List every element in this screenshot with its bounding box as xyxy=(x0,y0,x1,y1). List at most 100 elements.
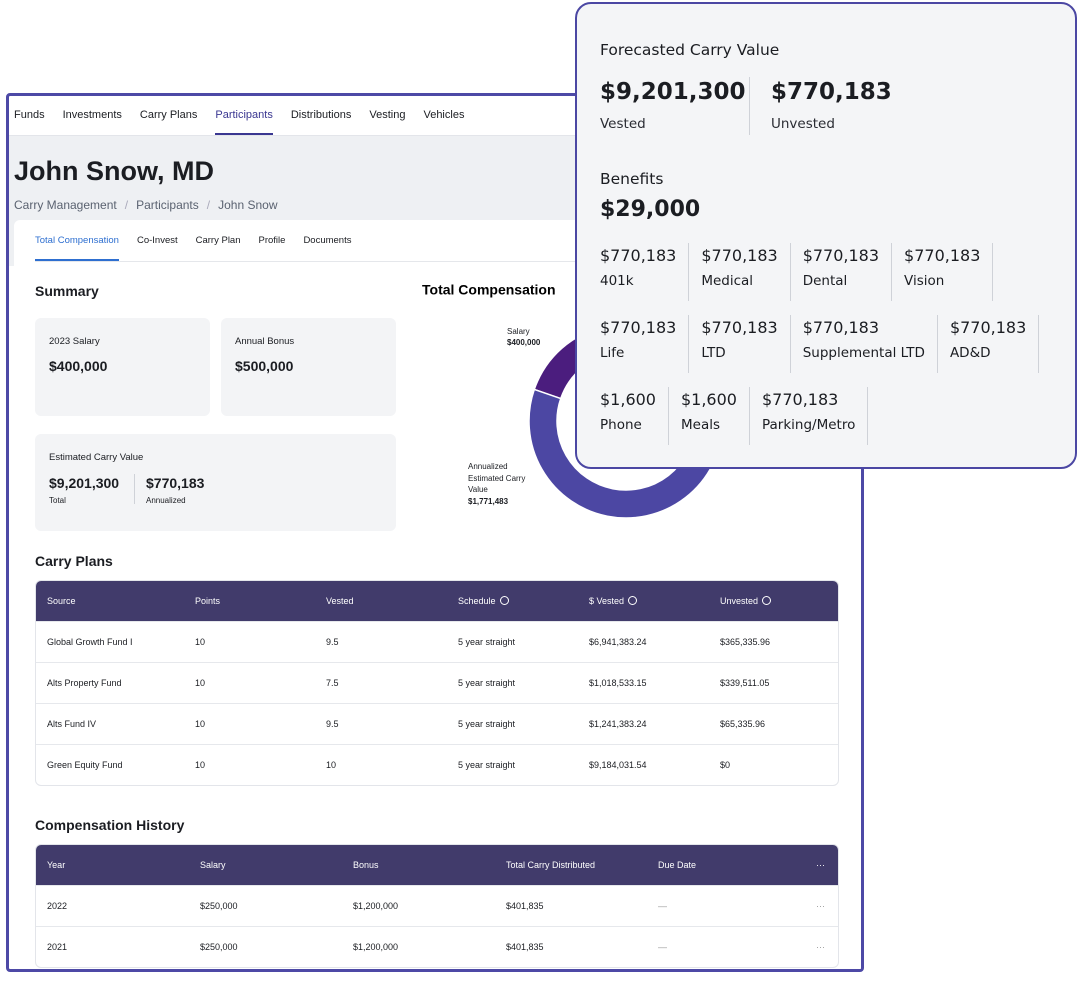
header-cell: Points xyxy=(195,581,220,621)
table-cell: 10 xyxy=(195,760,206,770)
header-text: Schedule xyxy=(458,596,496,606)
header-cell: Source xyxy=(47,581,76,621)
table-cell: 2022 xyxy=(47,901,68,911)
header-text: ··· xyxy=(816,860,825,870)
header-cell: Due Date xyxy=(658,845,696,885)
divider xyxy=(749,77,750,135)
breadcrumbs: Carry Management / Participants / John Snow xyxy=(14,198,277,212)
section-title: Compensation History xyxy=(35,817,185,833)
tab[interactable]: Co-Invest xyxy=(136,235,178,246)
nav-item[interactable]: Funds xyxy=(14,109,45,121)
table-cell: 9.5 xyxy=(326,719,339,729)
nav-item[interactable]: Participants xyxy=(215,96,273,135)
benefit-label: Vision xyxy=(904,273,945,289)
tab[interactable]: Total Compensation xyxy=(35,222,119,261)
slice-name: Salary xyxy=(507,327,530,336)
forecast-label: Vested xyxy=(600,116,646,132)
benefits-total: $29,000 xyxy=(600,197,701,222)
nav-item[interactable]: Distributions xyxy=(290,109,352,121)
summary-card: 2023 Salary $400,000 xyxy=(35,318,210,416)
benefit-label: Parking/Metro xyxy=(761,417,856,433)
table-cell: Green Equity Fund xyxy=(47,760,123,770)
info-icon xyxy=(628,596,638,605)
benefit-item: $770,183 LTD xyxy=(689,315,791,373)
header-cell: ··· xyxy=(816,845,825,885)
tab[interactable]: Documents xyxy=(303,235,352,246)
table-cell: $365,335.96 xyxy=(720,637,771,647)
header-cell: Salary xyxy=(200,845,226,885)
table-row: 2021 $250,000 $1,200,000 $401,835 — ··· xyxy=(36,926,838,967)
table-cell: Alts Fund IV xyxy=(47,719,97,729)
nav-item[interactable]: Investments xyxy=(62,109,122,121)
benefit-item: $770,183 AD&D xyxy=(938,315,1040,373)
header-text: Bonus xyxy=(353,860,379,870)
benefit-value: $770,183 xyxy=(701,246,778,265)
table-cell: $401,835 xyxy=(506,942,544,952)
benefit-value: $770,183 xyxy=(701,318,778,337)
table-cell: $1,200,000 xyxy=(353,942,399,952)
table-row: Global Growth Fund I 10 9.5 5 year straight… xyxy=(36,621,838,662)
benefit-item: $770,183 Vision xyxy=(892,243,994,301)
table-cell: $6,941,383.24 xyxy=(589,637,647,647)
benefit-item: $770,183 Dental xyxy=(791,243,893,301)
table-header: Source Points Vested Schedule $ Vested Unvest… xyxy=(36,581,838,621)
table-cell: 9.5 xyxy=(326,637,339,647)
header-text: Due Date xyxy=(658,860,697,870)
forecast-card: Forecasted Carry Value $9,201,300 Vested… xyxy=(575,2,1077,469)
table-cell: $1,018,533.15 xyxy=(589,678,647,688)
tab[interactable]: Profile xyxy=(258,235,286,246)
card-label: Annual Bonus xyxy=(235,336,295,347)
nav-item[interactable]: Vehicles xyxy=(423,109,465,121)
header-text: Salary xyxy=(200,860,226,870)
slice-label: Salary $400,000 xyxy=(507,326,540,348)
header-cell: Total Carry Distributed xyxy=(506,845,595,885)
table-cell: 7.5 xyxy=(326,678,339,688)
card-value: $770,183 xyxy=(146,475,205,491)
compensation-history-table: Year Salary Bonus Total Carry Distributed Du… xyxy=(35,844,839,968)
header-cell: Schedule xyxy=(458,581,509,621)
table-cell: 10 xyxy=(195,719,206,729)
header-cell: $ Vested xyxy=(589,581,638,621)
top-nav: Funds Investments Carry Plans Participants D… xyxy=(14,96,464,135)
benefit-item: $1,600 Phone xyxy=(600,387,669,445)
table-row: 2022 $250,000 $1,200,000 $401,835 — ··· xyxy=(36,885,838,926)
benefit-label: Meals xyxy=(680,417,720,433)
table-cell: $65,335.96 xyxy=(720,719,766,729)
table-cell: 5 year straight xyxy=(458,637,516,647)
table-cell: Global Growth Fund I xyxy=(47,637,133,647)
table-cell: 5 year straight xyxy=(458,678,516,688)
header-text: Points xyxy=(195,596,221,606)
page-title: John Snow, MD xyxy=(14,156,214,186)
card-value: $9,201,300 xyxy=(49,475,120,491)
table-row: Alts Property Fund 10 7.5 5 year straight $1… xyxy=(36,662,838,703)
benefit-label: LTD xyxy=(701,345,726,361)
header-text: Year xyxy=(47,860,66,870)
card-value: $500,000 xyxy=(235,358,294,374)
forecast-value: $770,183 xyxy=(771,79,892,105)
breadcrumb-separator: / xyxy=(206,198,211,212)
header-text: Unvested xyxy=(720,596,759,606)
benefit-row: $770,183 Life $770,183 LTD $770,183 Supplemen… xyxy=(600,315,1040,373)
benefit-label: Dental xyxy=(802,273,848,289)
card-sub-label: Total xyxy=(49,496,66,505)
table-row: Green Equity Fund 10 10 5 year straight $9,1… xyxy=(36,744,838,785)
nav-item[interactable]: Carry Plans xyxy=(139,109,198,121)
table-cell: 5 year straight xyxy=(458,760,516,770)
chart-title: Total Compensation xyxy=(422,282,556,298)
benefit-item: $770,183 Parking/Metro xyxy=(750,387,869,445)
info-icon xyxy=(499,596,509,605)
benefit-item: $770,183 Life xyxy=(600,315,690,373)
table-header: Year Salary Bonus Total Carry Distributed Du… xyxy=(36,845,838,885)
benefit-label: Life xyxy=(600,345,625,361)
nav-item[interactable]: Vesting xyxy=(369,109,406,121)
benefit-label: Phone xyxy=(600,417,642,433)
table-cell: ··· xyxy=(816,942,825,952)
tabs: Total Compensation Co-Invest Carry Plan Pro… xyxy=(35,222,856,262)
table-cell: $339,511.05 xyxy=(720,678,770,688)
breadcrumb[interactable]: Participants xyxy=(136,198,199,212)
breadcrumb[interactable]: Carry Management xyxy=(14,198,117,212)
breadcrumb[interactable]: John Snow xyxy=(218,198,278,212)
header-cell: Bonus xyxy=(353,845,379,885)
tab[interactable]: Carry Plan xyxy=(195,235,241,246)
